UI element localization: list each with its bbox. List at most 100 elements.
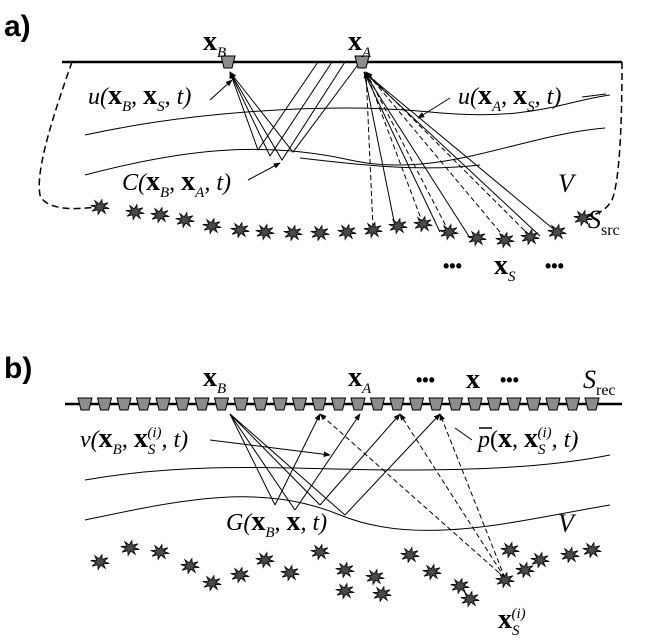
source-star [311, 545, 330, 560]
receiver [468, 398, 482, 410]
source-star [366, 570, 385, 585]
label-part: , t) [162, 427, 189, 453]
label-part: x [203, 26, 217, 57]
source-star [389, 219, 408, 234]
pointer [210, 440, 330, 455]
label-part: B [217, 45, 226, 61]
source-star [311, 226, 330, 241]
source-star [583, 543, 602, 558]
label-part: , [275, 510, 287, 536]
source-star [284, 226, 303, 241]
label-part: x [348, 362, 362, 393]
receiver [546, 398, 560, 410]
label-part: p [476, 427, 490, 453]
label-part: , [169, 170, 181, 196]
ray [364, 72, 470, 238]
pointer [418, 98, 450, 118]
label-part: x [108, 80, 122, 111]
label-part: x [498, 423, 512, 454]
receiver [234, 398, 248, 410]
label: xS(i) [498, 604, 526, 639]
label-part: G( [226, 510, 253, 536]
source-star [440, 225, 459, 240]
ray [320, 414, 400, 505]
source-star [461, 592, 480, 607]
source-star [281, 566, 300, 581]
source-star [91, 555, 110, 570]
label-part: x [251, 506, 265, 537]
ray [230, 414, 320, 505]
label: Srec [583, 365, 616, 399]
label-part: x [348, 26, 362, 57]
label-part: , [131, 84, 143, 110]
receiver [273, 398, 287, 410]
label-part: A [361, 381, 372, 397]
ray [230, 62, 360, 152]
source-star [256, 553, 275, 568]
boundary [585, 62, 622, 217]
label-part: S [512, 623, 520, 639]
source-star [423, 565, 442, 580]
layer [85, 455, 610, 480]
ray [230, 414, 275, 505]
ray [366, 72, 449, 232]
source-star [336, 584, 355, 599]
source-star [496, 573, 515, 588]
pointer [455, 428, 472, 440]
receiver [215, 398, 229, 410]
label-part: , t) [165, 84, 192, 110]
source-star [561, 548, 580, 563]
label-part: B [122, 99, 131, 115]
label-part: x [134, 423, 148, 454]
label: G(xB, x, t) [226, 506, 327, 541]
label: V [558, 169, 577, 198]
receiver [117, 398, 131, 410]
receiver [429, 398, 443, 410]
label-part: x [498, 604, 512, 635]
label: ••• [545, 256, 564, 276]
label-part: x [494, 250, 508, 281]
label: xB [203, 362, 226, 397]
figure: a)xBxAu(xB, xS, t)u(xA, xS, t)C(xB, xA, … [0, 0, 646, 643]
label: u(xB, xS, t) [88, 80, 191, 115]
label-part: , [501, 84, 513, 110]
label: u(xA, xS, t) [458, 80, 561, 115]
receiver [371, 398, 385, 410]
source-star [401, 548, 420, 563]
label-part: S [508, 269, 516, 285]
label-part: S [538, 442, 546, 458]
boundary [39, 62, 95, 209]
label-part: B [217, 381, 226, 397]
label-part: (i) [512, 606, 526, 622]
label-part: x [203, 362, 217, 393]
receiver [293, 398, 307, 410]
source-star [231, 568, 250, 583]
receiver [585, 398, 599, 410]
receiver [527, 398, 541, 410]
source-star [231, 223, 250, 238]
label-part: x [99, 423, 113, 454]
receiver [351, 398, 365, 410]
layer [85, 128, 605, 175]
label: xA [348, 362, 372, 397]
label-part: , t) [301, 510, 328, 536]
label-part: B [160, 185, 169, 201]
label-part: u( [88, 84, 110, 110]
source-star [181, 559, 200, 574]
source-star [176, 213, 195, 228]
receiver [195, 398, 209, 410]
label-part: V [558, 509, 577, 538]
source-star [516, 563, 535, 578]
label-part: S [588, 205, 601, 234]
label-part: x [287, 506, 301, 537]
label-part: , t) [535, 84, 562, 110]
source-star [336, 563, 355, 578]
label-part: ( [490, 427, 498, 453]
source-star [338, 225, 357, 240]
source-star [151, 208, 170, 223]
source-star [501, 543, 520, 558]
source-star [468, 231, 487, 246]
pointer [210, 80, 232, 100]
receiver [332, 398, 346, 410]
